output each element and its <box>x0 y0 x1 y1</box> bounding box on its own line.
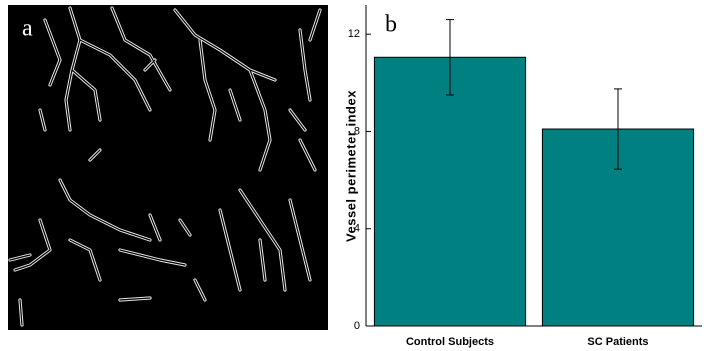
y-tick-label: 4 <box>354 223 360 235</box>
vessel-image: a <box>8 5 328 330</box>
y-tick-label: 12 <box>348 28 360 40</box>
figure: a b Vessel perimeter index 0 4 8 12 Control … <box>0 0 706 351</box>
panel-label: b <box>385 12 397 38</box>
panel-label: a <box>22 16 33 42</box>
x-tick-label: Control Subjects <box>406 336 494 348</box>
y-tick-label: 0 <box>354 320 360 332</box>
bar <box>374 57 525 326</box>
y-axis-label: Vessel perimeter index <box>343 90 358 242</box>
x-tick-label: SC Patients <box>587 336 648 348</box>
y-tick-label: 8 <box>354 125 360 137</box>
